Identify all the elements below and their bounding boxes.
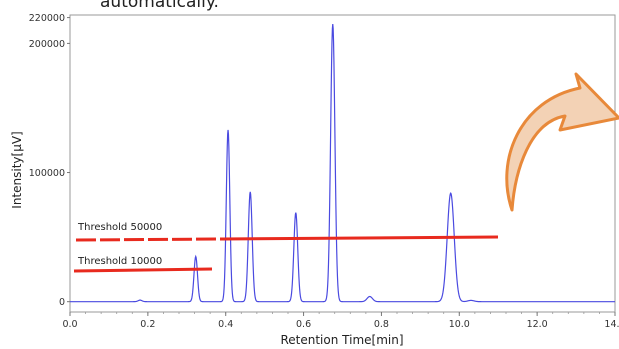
y-tick-label: 220000 (29, 13, 65, 24)
y-axis-title: Intensity[µV] (10, 131, 24, 208)
y-tick-label: 200000 (29, 39, 65, 50)
threshold-low-solid-line (73, 267, 213, 273)
x-axis-ticks: 0.0 0.2 0.4 0.6 0.8 10.0 12.0 14.0 (62, 312, 619, 330)
x-tick-label: 0.8 (374, 319, 389, 330)
y-axis-ticks: 0 100000 200000 220000 (29, 13, 70, 308)
chromatogram-trace (70, 23, 615, 303)
threshold-low-label: Threshold 10000 (77, 256, 162, 267)
header-partial-text: automatically. (100, 0, 219, 12)
x-tick-label: 12.0 (527, 319, 548, 330)
y-tick-label: 100000 (29, 168, 65, 179)
x-tick-label: 0.4 (218, 319, 233, 330)
x-tick-label: 0.6 (296, 319, 311, 330)
threshold-high-label: Threshold 50000 (77, 222, 162, 233)
x-tick-label: 0.2 (140, 319, 155, 330)
threshold-high-dashed-line (75, 237, 223, 242)
plot-frame (69, 14, 616, 313)
threshold-annotations: Threshold 50000 Threshold 10000 (73, 222, 499, 273)
x-tick-label: 14.0 (604, 319, 619, 330)
y-tick-label: 0 (59, 297, 65, 308)
x-tick-label: 0.0 (62, 319, 77, 330)
x-tick-label: 10.0 (449, 319, 470, 330)
x-axis-title: Retention Time[min] (280, 333, 403, 347)
curved-arrow-icon (505, 72, 619, 212)
threshold-high-solid-line (221, 235, 499, 241)
